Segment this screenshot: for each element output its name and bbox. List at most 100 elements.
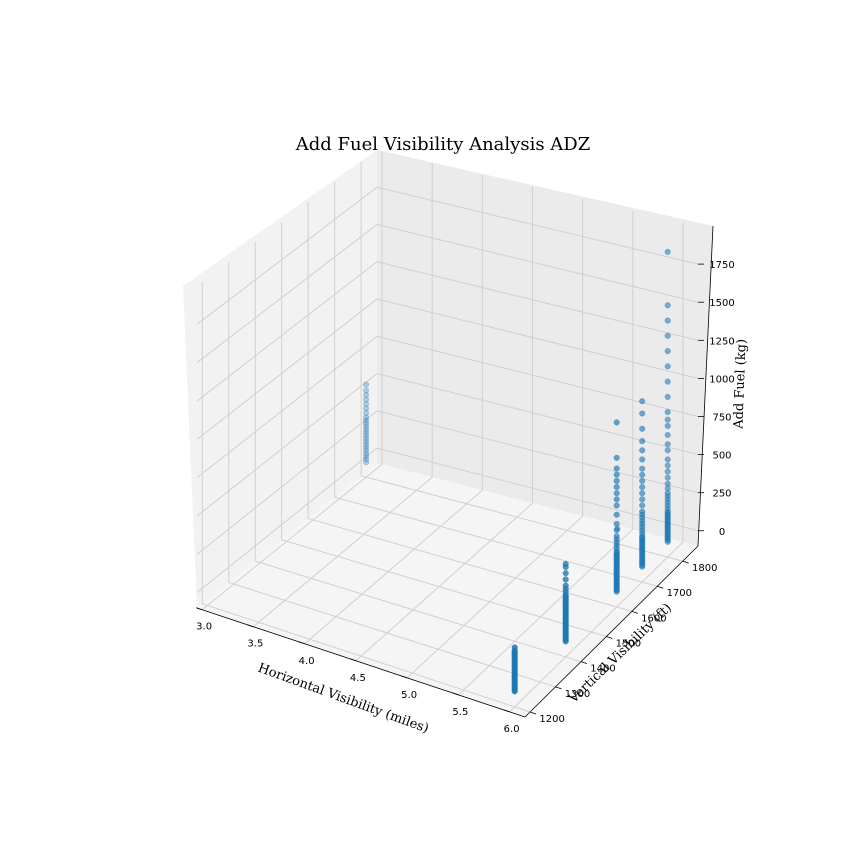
- pane-floor: [197, 463, 698, 717]
- data-points: [363, 248, 671, 695]
- y-tick-mark: [580, 661, 588, 665]
- y-grid-line: [360, 475, 683, 562]
- data-point: [363, 381, 370, 388]
- data-point: [639, 438, 646, 445]
- data-point: [664, 393, 671, 400]
- data-point: [613, 496, 620, 503]
- z-grid-line: [196, 335, 378, 479]
- z-grid-line: [196, 186, 378, 325]
- data-point: [639, 456, 646, 463]
- data-point: [363, 409, 370, 416]
- y-tick-label: 1700: [667, 588, 692, 599]
- data-point: [363, 426, 370, 433]
- data-point: [664, 447, 671, 454]
- data-point: [363, 432, 370, 439]
- x-grid-line: [406, 515, 583, 679]
- z-tick-label: 0: [719, 527, 725, 538]
- pane-back: [377, 150, 713, 546]
- x-tick-label: 5.0: [401, 690, 417, 701]
- z-grid-line: [376, 261, 699, 341]
- data-point: [363, 417, 370, 424]
- data-point: [562, 560, 569, 567]
- z-grid-line: [196, 224, 378, 364]
- data-point: [613, 483, 620, 491]
- data-point: [614, 525, 621, 532]
- x-tick-label: 4.0: [299, 656, 315, 667]
- x-tick-mark: [195, 607, 203, 611]
- x-tick-label: 6.0: [504, 724, 520, 735]
- x-tick-label: 3.5: [247, 639, 263, 650]
- data-point: [363, 453, 370, 460]
- data-point: [664, 462, 671, 469]
- data-point: [639, 410, 646, 417]
- data-point: [664, 409, 671, 416]
- data-point: [613, 465, 620, 472]
- y-tick-mark: [529, 711, 537, 715]
- data-point: [363, 414, 370, 421]
- z-grid-line: [376, 186, 699, 265]
- z-tick-label: 500: [712, 451, 731, 462]
- axes: 3.0 3.5 4.0 4.5 5.0 5.5 6.0 1200 1300 1400 1500 160…: [195, 225, 735, 735]
- data-point: [363, 441, 370, 448]
- x-tick-label: 5.5: [452, 707, 468, 718]
- data-point: [639, 477, 646, 484]
- data-point: [363, 391, 370, 398]
- y-tick-mark: [631, 611, 638, 614]
- y-tick-mark: [657, 585, 664, 589]
- y-tick-label: 1500: [616, 639, 641, 650]
- data-point: [664, 302, 671, 309]
- y-grid-line: [308, 517, 632, 612]
- data-point: [664, 416, 671, 423]
- y-tick-mark: [555, 686, 562, 690]
- data-point: [639, 398, 646, 405]
- data-point: [664, 332, 671, 339]
- data-point: [613, 511, 620, 518]
- x-grid-line: [304, 489, 483, 645]
- data-point: [363, 405, 370, 412]
- data-point: [363, 456, 370, 463]
- data-point: [639, 484, 646, 491]
- data-point: [613, 533, 620, 540]
- data-point: [363, 435, 370, 442]
- data-point: [363, 438, 370, 445]
- x-tick-label: 4.5: [350, 673, 366, 684]
- data-point: [639, 447, 646, 454]
- y-grid-line: [255, 560, 582, 663]
- z-tick-label: 250: [712, 489, 731, 500]
- y-grid-line: [202, 603, 531, 713]
- data-point: [664, 480, 671, 487]
- z-grid-line: [376, 224, 699, 303]
- chart-title: Add Fuel Visibility Analysis ADZ: [295, 134, 590, 155]
- x-grid-line: [355, 502, 533, 662]
- data-point: [363, 447, 370, 454]
- data-point: [613, 477, 620, 484]
- data-point: [562, 570, 569, 577]
- y-tick-label: 1400: [590, 664, 615, 675]
- data-point: [639, 490, 646, 497]
- data-point: [664, 363, 671, 370]
- x-grid-line: [201, 463, 383, 611]
- y-tick-mark: [606, 636, 613, 639]
- x-tick-mark: [400, 675, 408, 679]
- x-grid-line: [509, 541, 684, 713]
- x-tick-label: 3.0: [196, 622, 212, 633]
- data-point: [639, 425, 646, 432]
- x-tick-mark: [298, 641, 305, 645]
- grid-lines: [196, 151, 699, 713]
- x-tick-mark: [452, 692, 459, 696]
- data-point: [664, 474, 671, 481]
- z-tick-label: 1500: [709, 298, 734, 309]
- y-tick-label: 1600: [641, 613, 666, 624]
- data-point: [363, 459, 370, 466]
- z-axis-label: Add Fuel (kg): [731, 339, 749, 430]
- data-point: [363, 387, 370, 394]
- y-grid-line: [334, 496, 658, 587]
- z-tick-label: 1000: [709, 374, 734, 385]
- data-point: [639, 465, 646, 472]
- data-point: [639, 502, 646, 509]
- data-point: [613, 490, 620, 497]
- data-point: [639, 496, 646, 503]
- z-grid-line: [196, 373, 378, 517]
- data-point: [664, 248, 671, 255]
